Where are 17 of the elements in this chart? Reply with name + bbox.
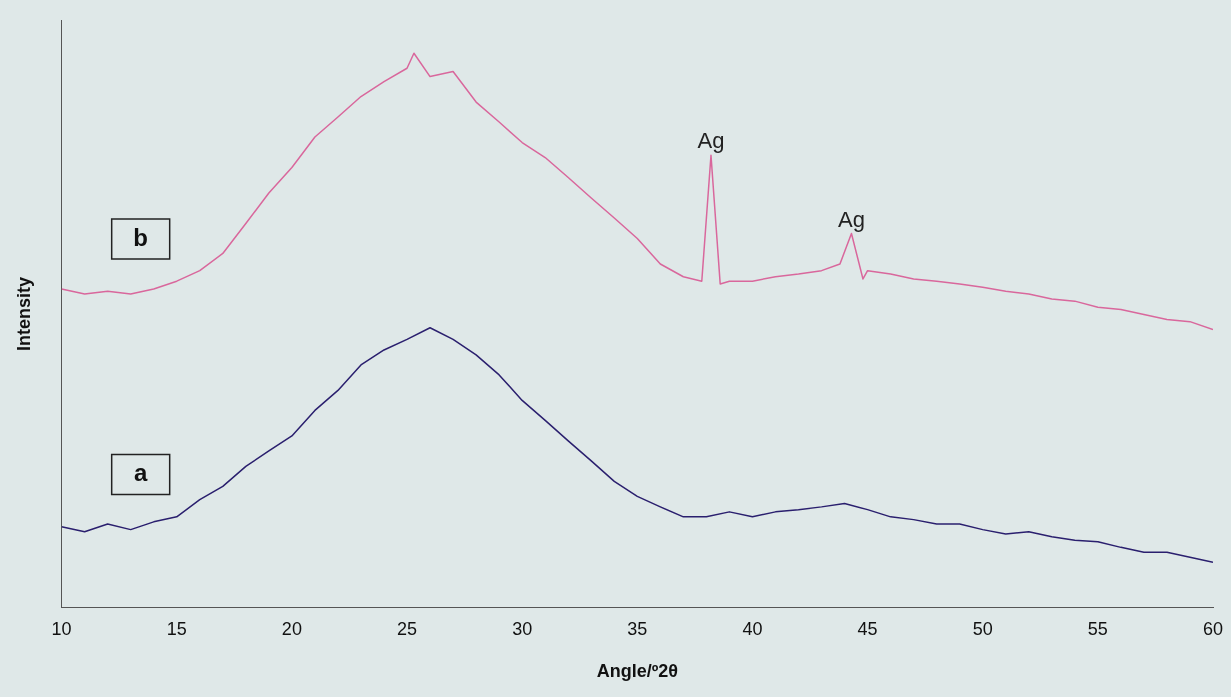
x-tick-label: 45 bbox=[857, 618, 878, 639]
annotation: Ag bbox=[697, 128, 725, 154]
x-tick-label: 30 bbox=[512, 618, 533, 639]
x-tick-label: 60 bbox=[1202, 618, 1224, 639]
x-tick-label: 25 bbox=[397, 618, 418, 639]
x-tick-label: 55 bbox=[1087, 618, 1108, 639]
x-tick-label: 50 bbox=[972, 618, 993, 639]
x-tick-label: 15 bbox=[166, 618, 187, 639]
annotation: Ag bbox=[838, 206, 865, 232]
series-label: b bbox=[133, 223, 149, 251]
x-axis-title: Angle/º2θ bbox=[596, 661, 678, 682]
x-tick-label: 40 bbox=[742, 618, 763, 639]
series-label: a bbox=[134, 459, 148, 487]
y-axis-title: Intensity bbox=[13, 276, 34, 351]
x-tick-label: 35 bbox=[627, 618, 648, 639]
x-tick-label: 20 bbox=[281, 618, 302, 639]
x-tick-label: 10 bbox=[51, 618, 72, 639]
